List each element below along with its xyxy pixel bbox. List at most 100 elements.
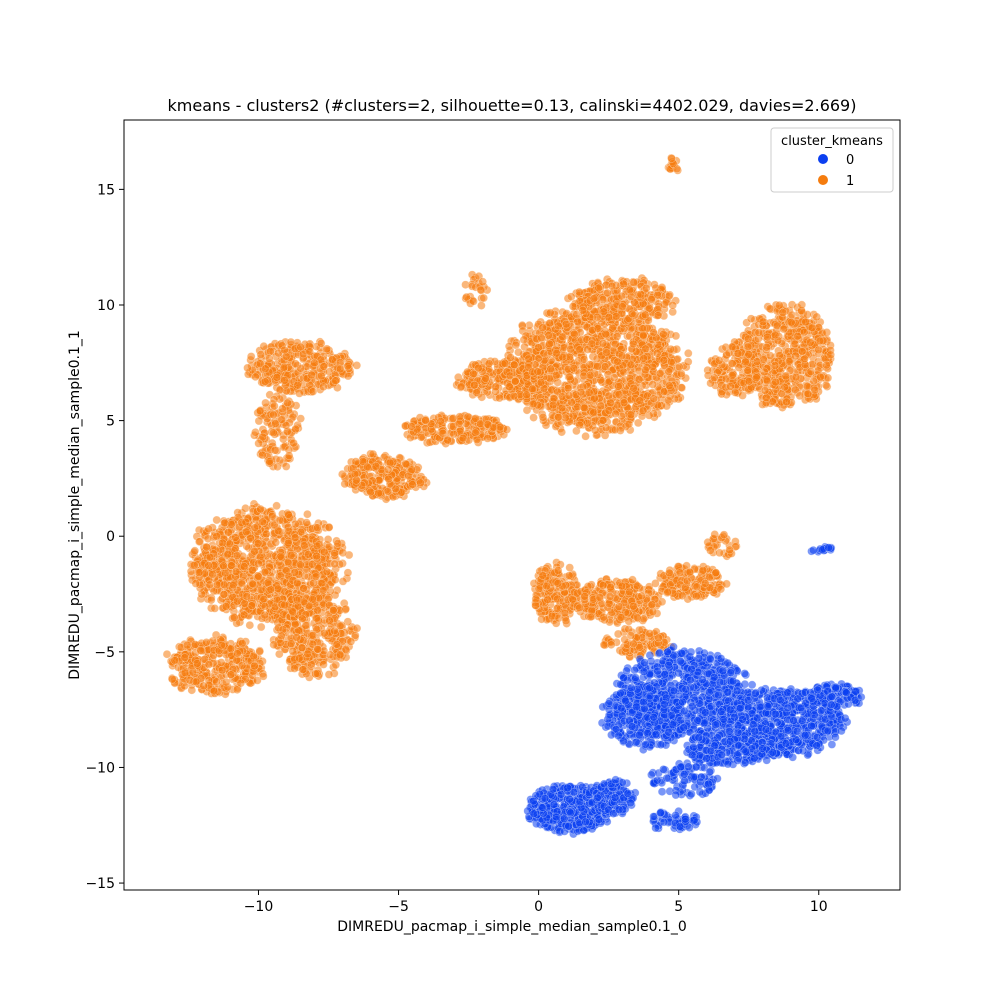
data-point-cluster-1 [289, 438, 298, 448]
data-point-cluster-1 [746, 314, 756, 323]
data-point-cluster-1 [610, 425, 620, 435]
data-point-cluster-1 [593, 324, 603, 333]
data-point-cluster-1 [195, 537, 204, 546]
data-point-cluster-1 [607, 281, 617, 291]
data-point-cluster-1 [626, 410, 636, 419]
data-point-cluster-1 [778, 308, 788, 317]
data-point-cluster-1 [626, 360, 636, 370]
data-point-cluster-1 [248, 565, 257, 575]
data-point-cluster-1 [664, 367, 674, 376]
data-point-cluster-1 [545, 339, 554, 349]
data-point-cluster-1 [220, 518, 229, 528]
data-point-cluster-1 [539, 349, 549, 358]
data-point-cluster-1 [810, 385, 820, 395]
data-point-cluster-1 [563, 383, 573, 393]
data-point-cluster-1 [580, 403, 589, 413]
data-point-cluster-1 [280, 376, 289, 385]
data-point-cluster-1 [212, 677, 221, 686]
data-point-cluster-1 [667, 357, 676, 367]
data-point-cluster-1 [205, 552, 215, 562]
data-point-cluster-1 [352, 624, 362, 633]
data-point-cluster-1 [611, 312, 621, 321]
data-point-cluster-1 [259, 672, 268, 681]
data-point-cluster-1 [770, 330, 780, 340]
data-point-cluster-1 [253, 539, 263, 548]
data-point-cluster-1 [566, 292, 576, 301]
data-point-cluster-1 [265, 354, 274, 363]
data-point-cluster-1 [780, 382, 789, 392]
data-point-cluster-1 [270, 401, 279, 411]
data-point-cluster-1 [324, 670, 334, 679]
data-point-cluster-1 [317, 579, 327, 588]
data-point-cluster-1 [296, 342, 305, 352]
data-point-cluster-1 [230, 613, 239, 622]
data-point-cluster-1 [333, 539, 343, 548]
data-point-cluster-1 [281, 462, 291, 471]
data-point-cluster-1 [510, 376, 520, 386]
data-point-cluster-1 [762, 343, 771, 352]
data-point-cluster-1 [204, 524, 213, 534]
data-point-cluster-1 [664, 291, 674, 301]
data-point-cluster-1 [815, 336, 825, 346]
data-point-cluster-1 [245, 620, 255, 630]
data-point-cluster-1 [438, 428, 448, 438]
data-point-cluster-1 [256, 350, 266, 359]
data-point-cluster-1 [193, 659, 202, 668]
data-point-cluster-1 [598, 416, 608, 425]
data-point-cluster-1 [506, 353, 515, 362]
data-point-cluster-1 [448, 414, 458, 423]
data-point-cluster-1 [653, 311, 663, 320]
data-point-cluster-1 [295, 389, 304, 398]
data-point-cluster-1 [779, 324, 788, 334]
data-point-cluster-1 [303, 649, 312, 659]
data-point-cluster-1 [790, 339, 800, 349]
data-point-cluster-1 [770, 361, 780, 370]
data-point-cluster-1 [671, 331, 681, 341]
data-point-cluster-1 [538, 413, 548, 422]
data-point-cluster-1 [277, 631, 286, 641]
data-point-cluster-1 [255, 406, 265, 416]
data-point-cluster-1 [320, 628, 329, 638]
data-point-cluster-1 [304, 550, 313, 559]
data-point-cluster-1 [199, 681, 208, 691]
data-point-cluster-1 [649, 328, 658, 337]
data-point-cluster-1 [638, 406, 648, 415]
data-point-cluster-1 [182, 640, 192, 650]
data-point-cluster-1 [596, 401, 606, 411]
data-point-cluster-1 [666, 344, 676, 354]
data-point-cluster-1 [313, 644, 323, 654]
data-point-cluster-1 [443, 435, 452, 445]
data-point-cluster-1 [291, 424, 300, 434]
data-point-cluster-1 [170, 656, 180, 665]
data-point-cluster-1 [536, 378, 546, 387]
data-point-cluster-1 [456, 382, 466, 391]
data-point-cluster-1 [290, 664, 299, 673]
data-point-cluster-1 [320, 547, 329, 557]
data-point-cluster-1 [241, 517, 251, 527]
data-point-cluster-1 [191, 677, 201, 687]
data-point-cluster-1 [226, 670, 236, 679]
data-point-cluster-1 [292, 595, 302, 605]
data-point-cluster-1 [635, 396, 644, 405]
data-point-cluster-1 [782, 397, 791, 407]
data-point-cluster-1 [754, 328, 764, 337]
data-point-cluster-1 [762, 393, 771, 402]
data-point-cluster-1 [617, 291, 627, 301]
data-point-cluster-1 [295, 654, 304, 663]
data-point-cluster-1 [659, 329, 668, 339]
data-point-cluster-1 [187, 685, 197, 695]
data-point-cluster-1 [606, 398, 615, 408]
data-point-cluster-1 [254, 416, 264, 426]
data-point-cluster-1 [383, 465, 393, 474]
data-point-cluster-1 [242, 542, 251, 551]
data-point-cluster-1 [211, 630, 221, 640]
data-point-cluster-1 [266, 585, 276, 594]
data-point-cluster-1 [224, 528, 233, 537]
data-point-cluster-1 [608, 324, 617, 333]
data-point-cluster-1 [237, 661, 247, 670]
data-point-cluster-1 [260, 610, 270, 620]
data-point-cluster-1 [469, 369, 478, 379]
data-point-cluster-1 [384, 474, 393, 484]
data-point-cluster-1 [613, 357, 622, 367]
